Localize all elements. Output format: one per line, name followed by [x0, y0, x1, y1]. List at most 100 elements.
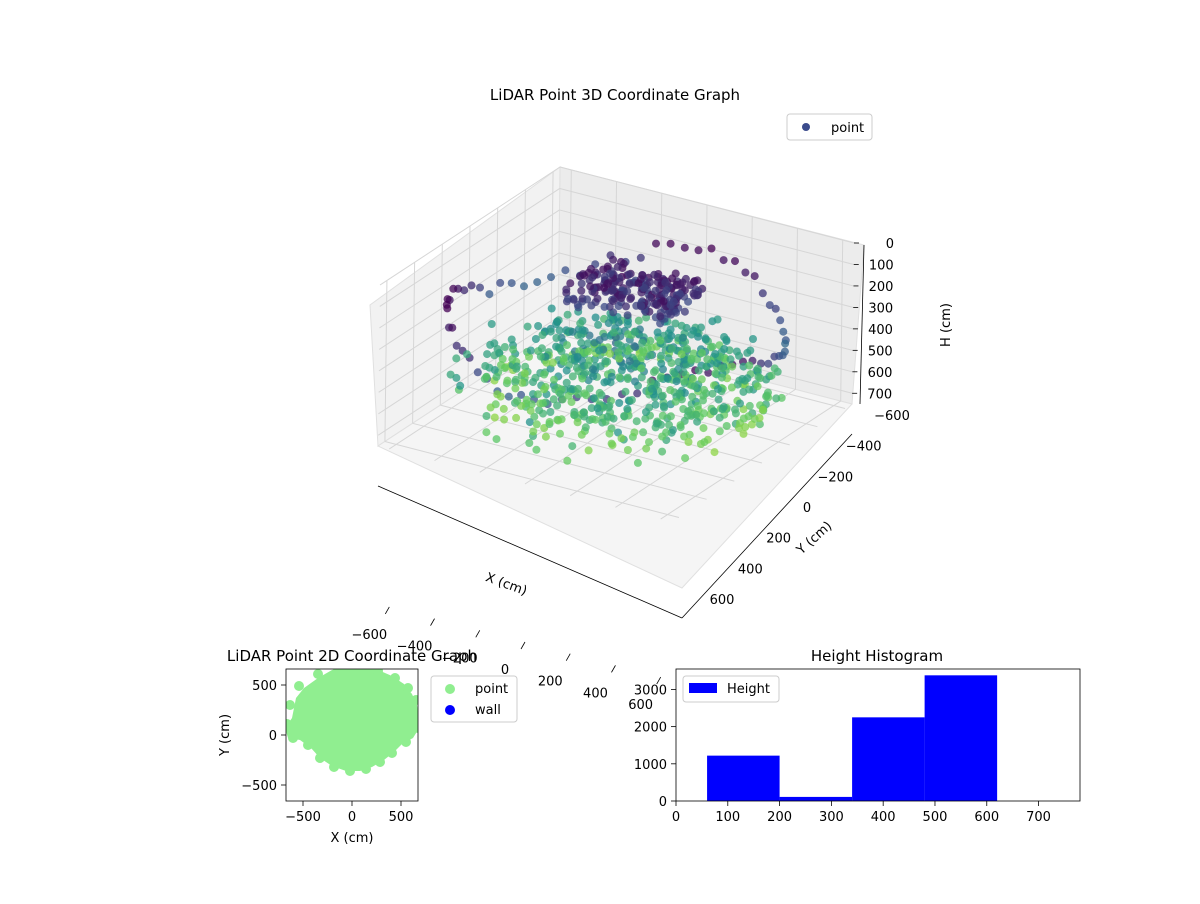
data-point-3d	[595, 388, 604, 397]
data-point-3d	[591, 313, 600, 322]
data-point-3d	[617, 294, 626, 302]
data-point-3d	[599, 265, 608, 274]
data-point-3d	[680, 377, 688, 386]
data-point-3d	[532, 420, 541, 429]
y-tick-label: −400	[846, 440, 882, 455]
data-point-3d	[683, 411, 692, 420]
edge-dot	[333, 669, 343, 673]
data-point-3d	[662, 286, 671, 295]
data-point-3d	[637, 353, 646, 362]
data-point-3d	[692, 410, 701, 419]
data-point-3d	[711, 369, 720, 378]
data-point-3d	[667, 331, 676, 340]
data-point-3d	[482, 428, 491, 437]
data-point-3d	[714, 395, 723, 404]
data-point-3d	[623, 375, 632, 383]
data-point-3d	[756, 374, 765, 383]
data-point-3d	[500, 415, 509, 424]
data-point-3d	[581, 423, 590, 432]
data-point-3d	[529, 378, 537, 387]
data-point-3d	[482, 373, 491, 382]
x-tick-label-2d: 0	[348, 810, 356, 825]
z-axis-label-3d: H (cm)	[939, 303, 954, 347]
y-tick-label: −600	[874, 409, 910, 424]
data-point-3d	[735, 424, 743, 433]
data-point-3d	[609, 255, 618, 264]
data-point-3d	[656, 336, 665, 345]
data-point-3d	[467, 281, 476, 290]
data-point-3d	[700, 438, 709, 447]
data-point-3d	[588, 273, 597, 282]
data-point-3d	[588, 415, 597, 424]
data-point-3d	[568, 327, 577, 336]
data-point-3d	[520, 282, 528, 291]
data-point-3d	[630, 327, 639, 336]
data-point-3d	[540, 385, 549, 394]
histogram-axes: 0 100 200 300 400 500 600 700 0 1000 2000 3000	[634, 683, 1051, 825]
legend-2d-wall-label: wall	[475, 703, 501, 718]
x-tick-label: 600	[628, 698, 653, 713]
data-point-3d	[767, 371, 776, 380]
grid-line	[559, 187, 854, 265]
data-point-3d	[661, 278, 670, 287]
x-tick-label: −600	[351, 628, 387, 643]
legend-histogram-label: Height	[727, 682, 770, 697]
x-tick-label: 0	[501, 663, 509, 678]
data-point-3d	[668, 344, 676, 353]
hist-x-tick-label: 200	[767, 810, 792, 825]
legend-3d-marker	[802, 123, 810, 131]
x-tick-label-2d: −500	[285, 810, 321, 825]
data-point-3d	[669, 297, 678, 306]
data-point-3d	[525, 352, 533, 361]
data-point-3d	[547, 304, 556, 313]
data-point-3d	[677, 350, 686, 359]
data-point-3d	[566, 279, 575, 288]
data-point-3d	[617, 342, 626, 350]
data-point-3d	[708, 342, 717, 351]
data-point-3d	[663, 374, 672, 382]
data-point-3d	[670, 369, 679, 378]
z-tick-label: 400	[868, 323, 893, 338]
x-tick-label: 200	[538, 675, 563, 690]
data-point-3d	[623, 287, 632, 296]
data-point-3d	[493, 390, 502, 399]
grid-line	[378, 273, 559, 393]
data-point-3d	[554, 416, 563, 425]
data-point-3d	[683, 344, 691, 353]
data-point-3d	[615, 373, 624, 382]
data-point-3d	[728, 362, 737, 371]
data-point-3d	[645, 438, 653, 447]
data-point-3d	[600, 283, 608, 292]
data-point-3d	[517, 390, 526, 399]
data-point-3d	[678, 333, 687, 342]
histogram-bars	[707, 675, 998, 801]
data-point-3d	[745, 385, 754, 394]
grid-line	[379, 188, 561, 307]
data-point-3d	[525, 418, 534, 427]
legend-histogram: Height	[682, 675, 780, 703]
data-point-3d	[589, 394, 598, 403]
grid-line	[559, 209, 854, 287]
data-point-3d	[576, 319, 585, 328]
data-point-3d	[482, 412, 491, 420]
data-point-3d	[590, 338, 599, 347]
data-point-3d	[507, 279, 516, 288]
data-point-3d	[580, 368, 589, 377]
data-point-3d	[658, 411, 667, 420]
data-point-3d	[680, 307, 689, 316]
legend-3d: point	[786, 113, 873, 141]
histogram-bar	[852, 717, 925, 801]
data-point-3d	[633, 389, 642, 398]
data-point-3d	[493, 345, 502, 353]
data-point-3d	[570, 411, 579, 419]
data-point-3d	[636, 253, 645, 262]
data-point-3d	[485, 290, 494, 299]
chart-histogram: Height Histogram 0 100 200 300 400 500 600 7000…	[634, 647, 1081, 825]
x-tick-mark	[520, 641, 526, 650]
data-point-3d	[630, 428, 639, 437]
data-point-3d	[607, 372, 616, 381]
data-point-3d	[481, 362, 490, 370]
chart-2d-plot-area	[286, 669, 418, 776]
data-point-3d	[741, 423, 750, 431]
data-point-3d	[594, 320, 603, 329]
